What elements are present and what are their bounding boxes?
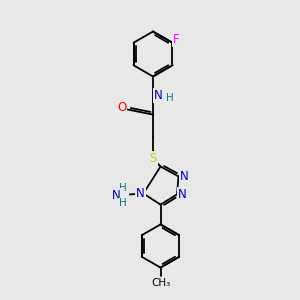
Text: H: H [118,183,126,194]
Text: N: N [112,189,121,202]
Text: N: N [178,188,187,201]
Text: H: H [166,93,173,103]
Text: N: N [154,89,163,102]
Text: N: N [179,170,188,183]
Text: F: F [173,33,179,46]
Text: S: S [149,152,157,165]
Text: CH₃: CH₃ [151,278,170,288]
Text: O: O [117,101,126,114]
Text: H: H [118,198,126,208]
Text: N: N [136,187,145,200]
